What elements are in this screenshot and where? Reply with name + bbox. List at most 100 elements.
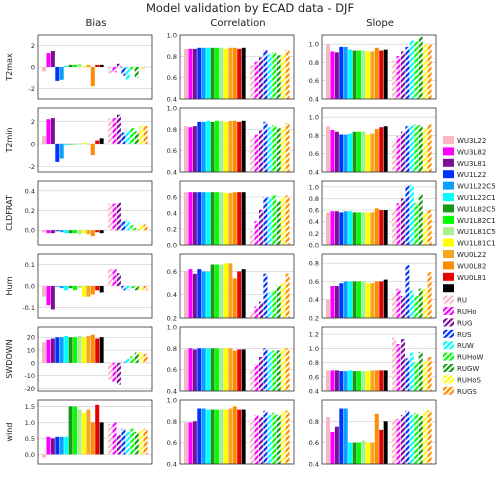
- y-tick-label: -10: [24, 372, 35, 380]
- bar-wu3l81: [334, 131, 339, 172]
- bar-wu1l22: [339, 371, 344, 391]
- bar-wu0l81: [95, 140, 100, 144]
- bar-series-14: [99, 337, 104, 363]
- legend-label: WU3L82: [457, 148, 486, 156]
- bar-wu1l82c1: [357, 281, 362, 318]
- bar-wu3l81: [192, 126, 197, 172]
- bar-wu3l82: [188, 127, 193, 172]
- panel-frame: [179, 180, 295, 246]
- bar-wu0l81: [95, 404, 100, 455]
- y-tick-label: 0.0: [167, 242, 177, 250]
- bar-wu0l22: [86, 335, 91, 363]
- bar-wu0l82: [374, 413, 379, 464]
- y-tick-label: 0.8: [309, 260, 319, 268]
- bar-wu1l82c1: [73, 143, 78, 145]
- y-tick-label: -0.1: [22, 304, 35, 312]
- bar-ruw: [409, 40, 414, 99]
- bar-wu3l22: [184, 126, 188, 172]
- legend-label: RUHoS: [457, 376, 482, 384]
- y-tick-label: 2: [31, 118, 35, 126]
- bar-rug: [116, 63, 121, 67]
- bar-wu1l82c5: [210, 348, 215, 391]
- bar-ruw: [409, 290, 414, 318]
- bar-wu3l22: [184, 271, 188, 318]
- panel-t2max-slope: 0.4 0.6 0.8 1.0: [309, 34, 437, 104]
- bar-wu1l22c5: [59, 436, 64, 455]
- bar-wu0l22: [86, 286, 91, 297]
- bar-wu1l22c5: [201, 348, 206, 391]
- bar-ruhow: [130, 225, 135, 231]
- bar-wu1l22c5: [201, 47, 206, 99]
- bar-ruhos: [139, 224, 144, 231]
- bar-rugw: [134, 131, 139, 144]
- bar-wu3l82: [330, 129, 335, 172]
- bar-wu3l81: [334, 370, 339, 391]
- y-tick-label: 0.8: [167, 126, 177, 134]
- legend-swatch: [443, 375, 454, 384]
- bar-rus: [263, 348, 268, 391]
- bar-wu1l82c1: [73, 286, 78, 291]
- bar-wu0l81: [379, 429, 384, 464]
- legend-swatch: [443, 147, 454, 156]
- bar-series-14: [99, 286, 104, 293]
- bar-wu3l81: [334, 52, 339, 99]
- legend-swatch: [443, 386, 454, 395]
- bar-ru: [108, 118, 113, 144]
- legend-label: WU0L22: [457, 251, 486, 259]
- bar-rugs: [143, 286, 148, 291]
- bar-ruw: [125, 67, 130, 80]
- bar-ruhos: [139, 67, 144, 70]
- bar-wu3l82: [188, 269, 193, 318]
- bar-wu1l22: [339, 46, 344, 99]
- bar-wu3l82: [330, 211, 335, 245]
- bar-wu0l82: [90, 422, 95, 455]
- y-tick-label: 0.8: [309, 195, 319, 203]
- bar-wu1l82c1: [215, 264, 220, 318]
- bar-wu1l81c1: [223, 48, 228, 99]
- y-tick-label: 0.2: [167, 226, 177, 234]
- bar-ruho: [396, 288, 401, 318]
- bar-ruho: [254, 414, 259, 464]
- bar-wu1l82c1: [215, 192, 220, 245]
- legend-swatch: [443, 250, 454, 258]
- bar-wu1l82c1: [73, 406, 78, 455]
- legend-label: WU3L22: [457, 137, 486, 145]
- bar-rus: [263, 49, 268, 99]
- bar-ruho: [254, 364, 259, 391]
- bar-wu1l82c1: [357, 50, 362, 99]
- bar-wu1l82c5: [68, 230, 73, 234]
- y-tick-label: 0.6: [167, 366, 177, 374]
- y-tick-label: 0.2: [309, 230, 319, 238]
- column-titles: Bias Correlation Slope: [86, 18, 394, 29]
- bar-wu1l82c5: [68, 64, 73, 67]
- legend-label: WU1L82C1: [457, 217, 496, 225]
- bar-ru: [250, 64, 255, 99]
- bar-wu1l81c5: [361, 440, 366, 464]
- bar-wu3l22: [42, 342, 46, 363]
- bar-ruw: [409, 185, 414, 245]
- bar-wu3l82: [188, 192, 193, 245]
- bar-ruhos: [139, 125, 144, 144]
- bar-wu1l82c5: [210, 192, 215, 245]
- bar-ruw: [267, 414, 272, 464]
- bar-rugs: [427, 210, 432, 245]
- bar-wu1l82c5: [210, 121, 215, 172]
- y-tick-label: 1.5: [25, 403, 35, 411]
- bar-wu1l22c5: [201, 271, 206, 318]
- y-tick-label: 0.4: [167, 461, 177, 469]
- bar-ruho: [112, 118, 117, 144]
- y-tick-label: 0.4: [309, 169, 319, 177]
- bar-wu3l22: [184, 349, 188, 391]
- bar-ruhow: [130, 128, 135, 144]
- y-tick-label: 0.0: [25, 451, 35, 459]
- bar-rug: [400, 339, 405, 391]
- bar-wu0l81: [237, 409, 242, 464]
- bar-wu1l82c5: [352, 50, 357, 99]
- panel-frame: [179, 34, 295, 100]
- bar-ruho: [254, 134, 259, 172]
- bar-ruho: [254, 221, 259, 245]
- panel-swdown-bias: -20 -10 0 10 20 SWDOWN: [5, 326, 153, 393]
- bar-wu1l22c5: [201, 408, 206, 464]
- panel-frame: [179, 399, 295, 465]
- legend-swatch: [443, 193, 454, 201]
